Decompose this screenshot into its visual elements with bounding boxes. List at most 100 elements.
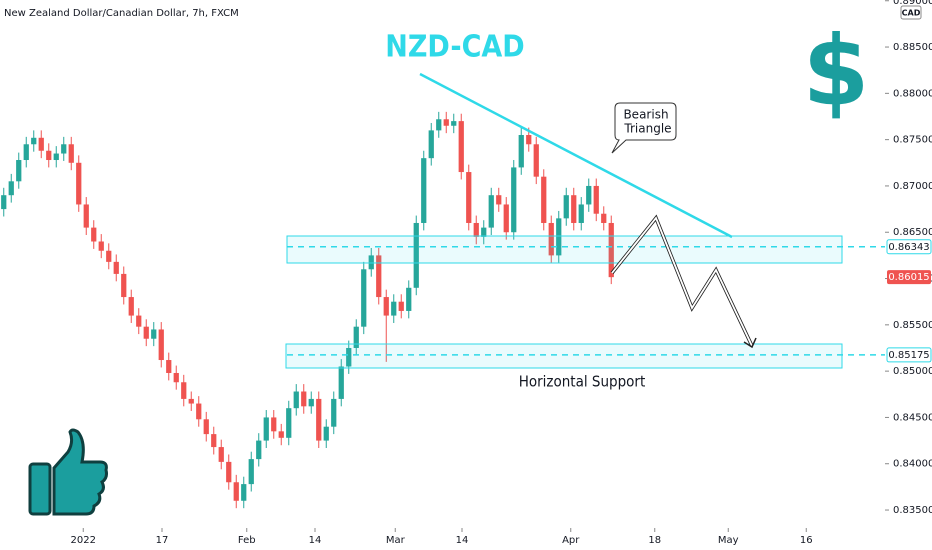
candle-body [466,172,472,223]
candle-body [586,185,592,205]
support-label: Horizontal Support [519,373,646,391]
x-tick-label: 2022 [71,535,96,546]
candle-body [293,391,299,409]
candle-body [368,255,374,270]
callout-text: Bearish [623,108,668,122]
candle-body [76,162,82,205]
x-tick-label: 16 [800,535,813,546]
candle-body [128,297,134,316]
candle-body [353,326,359,348]
headline: NZD-CAD [385,30,524,65]
candle-body [256,440,262,460]
candle-body [263,417,269,441]
y-tick-label: 0.88000 [893,88,932,99]
level-tag [886,347,932,363]
x-tick-label: May [718,535,739,546]
candle-body [406,287,412,311]
candle-body [496,195,502,205]
candle-body [233,482,239,501]
y-tick-label: 0.87500 [893,135,932,146]
candle-body [211,434,217,448]
candle-body [563,195,569,219]
candle-body [136,315,142,327]
candle-body [286,408,292,438]
projection-arrowhead [743,337,757,349]
candle-body [308,398,314,407]
candle-body [91,227,97,242]
chart-title: New Zealand Dollar/Canadian Dollar, 7h, … [4,8,239,19]
x-tick-label: 17 [156,535,169,546]
candle-body [278,431,284,438]
candle-body [323,426,329,441]
candle-body [458,121,464,173]
candle-body [548,222,554,256]
candle-body [541,176,547,223]
candle-body [533,144,539,177]
thumbs-up-icon [28,428,108,516]
candle-body [16,160,22,182]
level-label: 0.85175 [888,350,929,361]
candle-body [413,222,419,288]
candle-body [443,119,449,126]
candle-body [376,255,382,298]
currency-box [900,5,922,20]
candle-body [188,398,194,404]
y-tick-label: 0.84000 [893,459,932,470]
candle-body [601,213,607,223]
candle-body [316,398,322,441]
candle-body [151,329,157,339]
candle-body [113,261,119,274]
candle-body [68,144,74,163]
candle-body [196,403,202,420]
y-tick-label: 0.87000 [893,181,932,192]
y-tick-label: 0.88500 [893,42,932,53]
candle-body [346,347,352,367]
candle-body [173,372,179,383]
candle-body [271,417,277,432]
candle-body [181,382,187,399]
candles [1,111,614,509]
x-tick-label: 14 [456,535,469,546]
candle-body [428,130,434,159]
trendline [419,72,733,239]
candle-body [248,459,254,485]
callout-text: Triangle [623,122,671,136]
candle-body [106,250,112,262]
candle-body [338,366,344,399]
candle-body [488,195,494,228]
candle-body [158,329,164,361]
axes: 0.83500 0.84000 0.84500 0.85000 0.85500 0.860… [71,0,932,546]
candle-body [38,137,44,151]
candle-body [383,297,389,316]
candle-body [331,398,337,427]
x-tick-label: Feb [238,535,256,546]
candle-body [53,153,59,161]
candle-body [556,218,562,256]
candle-body [166,360,172,373]
resistance-zone [286,235,843,264]
last-price-tag [887,270,931,285]
dollar-symbol: $ [803,15,870,127]
candle-body [218,447,224,462]
x-tick-label: 18 [648,535,661,546]
x-tick-label: 14 [309,535,322,546]
candle-body [608,222,614,278]
level-tag [886,239,932,255]
callout-bubble [611,102,677,154]
candle-body [121,273,127,298]
candle-body [143,326,149,339]
candle-body [226,461,232,483]
last-price-label: 0.86015 [888,272,929,283]
candle-body [593,185,599,214]
y-tick-label: 0.86500 [893,227,932,238]
candle-body [98,241,104,251]
candle-body [1,195,7,210]
candle-body [518,135,524,168]
candle-body [511,167,517,233]
candle-body [83,204,89,228]
candle-body [203,419,209,435]
y-tick-label: 0.89000 [893,0,932,7]
candle-body [46,150,52,161]
